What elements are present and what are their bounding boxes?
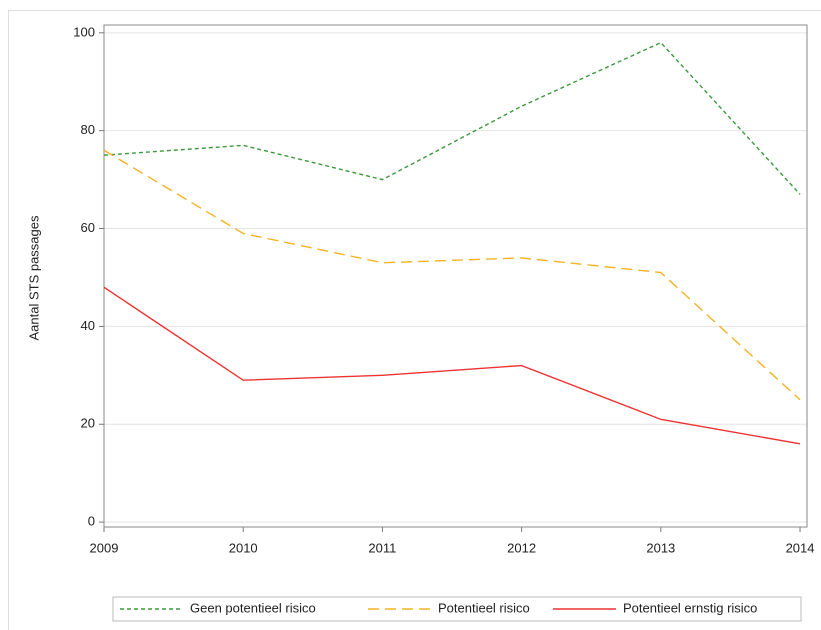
x-tick-label: 2014 xyxy=(786,540,815,555)
y-tick-label: 80 xyxy=(81,122,95,137)
y-axis-label: Aantal STS passages xyxy=(26,215,41,341)
x-tick-label: 2009 xyxy=(90,540,119,555)
y-tick-label: 40 xyxy=(81,318,95,333)
legend-label: Potentieel risico xyxy=(438,600,530,615)
series-line xyxy=(103,286,801,445)
legend-label: Potentieel ernstig risico xyxy=(623,600,757,615)
series-line xyxy=(103,41,801,195)
x-tick-label: 2011 xyxy=(368,540,396,555)
x-tick-label: 2010 xyxy=(229,540,258,555)
y-tick-label: 20 xyxy=(81,416,95,431)
y-tick-label: 0 xyxy=(88,514,95,529)
plot-frame xyxy=(103,24,808,528)
y-tick-label: 100 xyxy=(73,24,95,39)
series-line xyxy=(103,149,801,401)
y-tick-label: 60 xyxy=(81,220,95,235)
legend-box xyxy=(112,596,802,622)
legend-label: Geen potentieel risico xyxy=(190,600,316,615)
x-tick-label: 2012 xyxy=(507,540,536,555)
x-tick-label: 2013 xyxy=(646,540,675,555)
outer-frame xyxy=(8,10,821,630)
